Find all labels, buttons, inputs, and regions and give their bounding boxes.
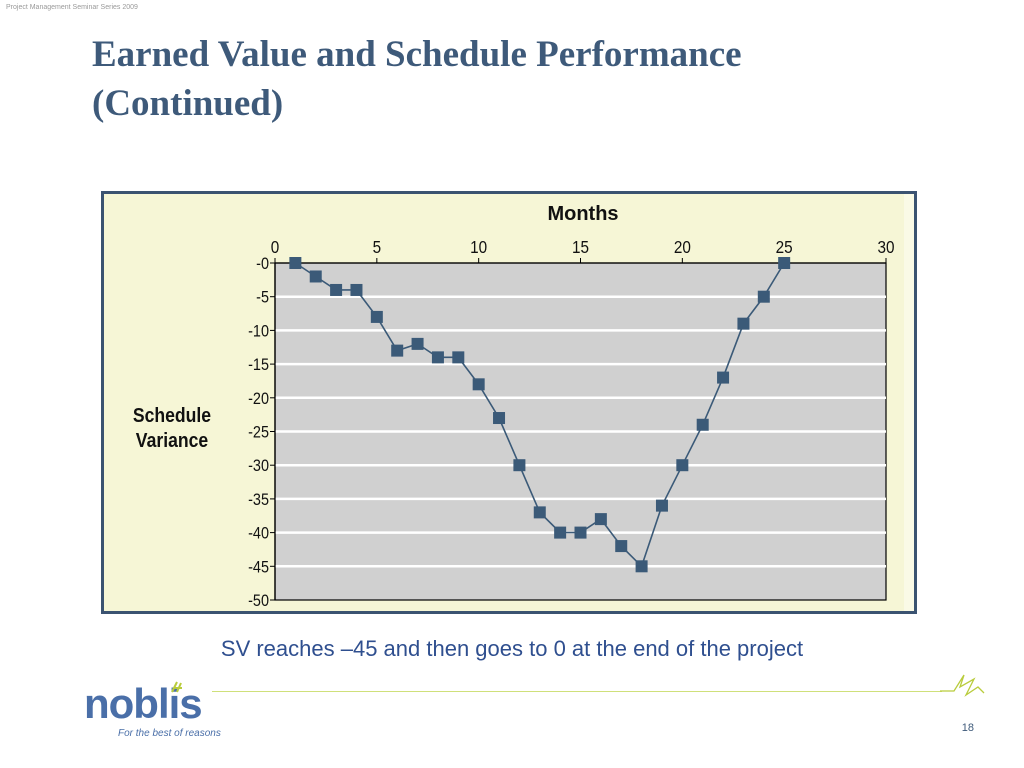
y-tick-label: -20 (248, 390, 269, 408)
x-tick-label: 5 (373, 237, 382, 257)
logo-leaf-icon (171, 681, 182, 693)
y-tick-label: -0 (256, 255, 269, 273)
data-point (493, 412, 506, 425)
x-axis-title: Months (547, 203, 618, 225)
y-tick-label: -15 (248, 356, 269, 374)
slide-title: Earned Value and Schedule Performance (C… (92, 30, 972, 128)
logo-tagline: For the best of reasons (118, 728, 221, 739)
slide-title-line-1: Earned Value and Schedule Performance (92, 34, 742, 75)
grid-lines (275, 295, 886, 568)
y-axis-title-line-1: Schedule (133, 404, 211, 426)
chart-frame: Months Schedule Variance -0 -5 -10 -15 -20 -2… (101, 191, 917, 614)
data-point (554, 526, 567, 539)
chart-frame-edge (904, 194, 914, 611)
data-point (370, 310, 383, 323)
y-tick-label: -5 (256, 289, 269, 307)
x-tick-label: 20 (674, 237, 691, 257)
x-tick-label: 0 (271, 237, 280, 257)
series-note: Project Management Seminar Series 2009 (6, 4, 138, 11)
x-tick-label: 30 (877, 237, 894, 257)
noblis-logo: noblis (84, 680, 203, 727)
y-tick-label: -35 (248, 491, 269, 509)
slide-caption: SV reaches –45 and then goes to 0 at the… (220, 636, 804, 661)
data-point (391, 344, 404, 357)
data-point (289, 257, 302, 269)
footer-divider (212, 691, 942, 692)
data-point (717, 371, 730, 384)
data-point (411, 337, 424, 350)
data-point (778, 257, 791, 269)
data-point (350, 283, 363, 296)
x-tick-label: 25 (776, 237, 793, 257)
data-point (513, 459, 526, 472)
x-tick-label: 10 (470, 237, 487, 257)
y-tick-label: -10 (248, 322, 269, 340)
data-point (696, 418, 709, 431)
page-number: 18 (961, 722, 974, 734)
data-point (472, 378, 485, 391)
lightning-squiggle-icon (940, 674, 985, 697)
series-schedule-variance (289, 257, 791, 573)
data-point (676, 459, 689, 472)
data-point (635, 560, 648, 573)
data-point (533, 506, 546, 519)
data-point (615, 540, 628, 553)
data-point (309, 270, 322, 283)
data-point (594, 513, 607, 526)
data-point (574, 526, 587, 539)
data-point (330, 283, 343, 296)
x-tick-label: 15 (572, 237, 589, 257)
y-axis-title-line-2: Variance (136, 429, 208, 451)
data-point (655, 499, 668, 512)
data-point (737, 317, 750, 330)
y-tick-label: -40 (248, 525, 269, 543)
data-point (757, 290, 770, 303)
data-point (452, 351, 465, 364)
y-tick-label: -30 (248, 457, 269, 475)
y-tick-label: -45 (248, 558, 269, 576)
schedule-variance-chart: Months Schedule Variance -0 -5 -10 -15 -20 -2… (133, 203, 895, 610)
slide-title-line-2: (Continued) (92, 83, 284, 124)
y-tick-label: -50 (248, 592, 269, 610)
data-point (431, 351, 444, 364)
y-tick-label: -25 (248, 423, 269, 441)
